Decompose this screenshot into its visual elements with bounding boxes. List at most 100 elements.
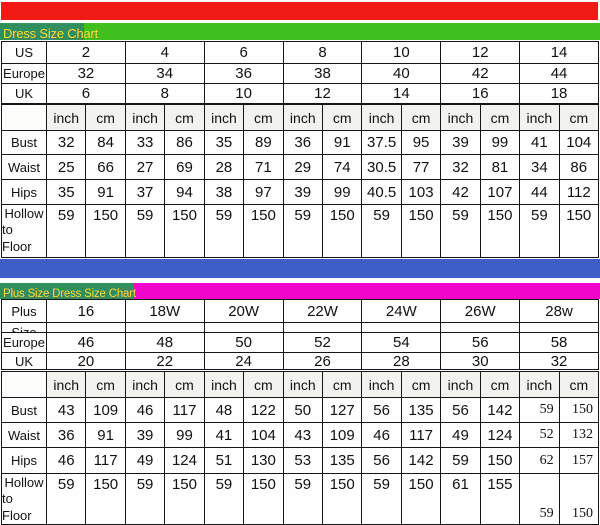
unit-header-inch: inch <box>204 372 245 398</box>
size-value-cell: 30 <box>441 353 521 370</box>
size-value-cell: 46 <box>47 333 126 353</box>
measure-value-cell: 150 <box>559 205 599 258</box>
measure-value-cell: 117 <box>165 398 205 423</box>
measure-value-cell: 59 <box>47 205 87 258</box>
measure-value-cell: 59 <box>204 205 245 258</box>
measure-value-cell: 62 <box>520 448 560 474</box>
measure-value-cell: 103 <box>401 180 442 205</box>
unit-header-cm: cm <box>165 105 205 131</box>
plus-chart-title: Plus Size Dress Size Chart <box>3 288 136 300</box>
measure-value-cell: 53 <box>283 448 323 474</box>
measure-value-cell: 32 <box>47 131 87 155</box>
empty-cell <box>362 323 442 333</box>
unit-corner-cell <box>2 105 47 131</box>
size-row-label: UK <box>2 84 47 104</box>
measure-value-cell: 77 <box>401 155 442 180</box>
unit-header-cm: cm <box>165 372 205 398</box>
measure-value-cell: 150 <box>244 474 284 525</box>
measure-value-cell: 81 <box>480 155 521 180</box>
unit-header-cm: cm <box>86 105 126 131</box>
measure-value-cell: 33 <box>125 131 166 155</box>
unit-header-cm: cm <box>559 372 599 398</box>
measure-value-cell: 43 <box>283 423 323 448</box>
measure-value-cell: 61 <box>441 474 481 525</box>
measure-value-cell: 52 <box>520 423 560 448</box>
unit-header-cm: cm <box>480 105 521 131</box>
measure-value-cell: 142 <box>401 448 442 474</box>
dress-chart-title: Dress Size Chart <box>3 26 99 41</box>
plus-chart-sizes-table: Plus 16 18W 20W 22W 24W 26W 28w Size Europe 46 48 50… <box>1 299 599 370</box>
measure-value-cell: 122 <box>244 398 284 423</box>
measure-value-cell: 109 <box>86 398 126 423</box>
size-value-cell: 44 <box>520 64 599 84</box>
measure-value-cell: 38 <box>204 180 245 205</box>
measure-value-cell: 117 <box>401 423 442 448</box>
measure-value-cell: 39 <box>125 423 166 448</box>
dress-chart-title-bar: Dress Size Chart <box>0 23 600 41</box>
measure-value-cell: 59 <box>125 205 166 258</box>
measure-row-label: Waist <box>2 423 47 448</box>
measure-value-cell: 150 <box>559 398 599 423</box>
measure-value-cell: 150 <box>86 205 126 258</box>
size-value-cell: 16 <box>47 300 126 323</box>
size-value-cell: 42 <box>441 64 521 84</box>
size-value-cell: 18 <box>520 84 599 104</box>
red-divider-bar <box>1 2 598 20</box>
size-row-label: Plus <box>2 300 47 323</box>
measure-value-cell: 66 <box>86 155 126 180</box>
unit-header-inch: inch <box>47 372 87 398</box>
size-value-cell: 32 <box>520 353 599 370</box>
measure-row-label-line: Hollow <box>4 206 44 221</box>
measure-value-cell: 59 <box>520 474 560 525</box>
size-value-cell: 54 <box>362 333 442 353</box>
plus-chart-title-bar: Plus Size Dress Size Chart <box>0 283 600 300</box>
measure-value-cell: 59 <box>441 448 481 474</box>
size-value-cell: 10 <box>204 84 284 104</box>
measure-value-cell: 117 <box>86 448 126 474</box>
measure-value-cell: 99 <box>480 131 521 155</box>
size-value-cell: 48 <box>125 333 205 353</box>
measure-value-cell: 150 <box>165 205 205 258</box>
measure-value-cell: 91 <box>322 131 363 155</box>
measure-row-label: Hips <box>2 448 47 474</box>
size-row-label: Europe <box>2 333 47 353</box>
size-value-cell: 36 <box>204 64 284 84</box>
measure-value-cell: 49 <box>125 448 166 474</box>
dress-chart-sizes-table: US 2 4 6 8 10 12 14 Europe 32 34 36 38 40 42 44 UK 6 8 10 12… <box>1 41 599 104</box>
empty-cell <box>283 323 363 333</box>
size-value-cell: 34 <box>125 64 205 84</box>
plus-chart-measures-table: inch cm inch cm inch cm inch cm inch cm inch cm inch… <box>1 371 599 525</box>
measure-value-cell: 71 <box>244 155 284 180</box>
size-value-cell: 56 <box>441 333 521 353</box>
measure-value-cell: 36 <box>283 131 323 155</box>
measure-value-cell: 40.5 <box>362 180 402 205</box>
measure-value-cell: 56 <box>362 398 402 423</box>
unit-header-cm: cm <box>244 372 284 398</box>
size-value-cell: 10 <box>362 42 442 64</box>
empty-cell <box>441 323 521 333</box>
size-value-cell: 6 <box>47 84 126 104</box>
dress-chart-measures-table: inch cm inch cm inch cm inch cm inch cm inch cm inch… <box>1 104 599 258</box>
measure-value-cell: 74 <box>322 155 363 180</box>
measure-value-cell: 94 <box>165 180 205 205</box>
unit-header-inch: inch <box>362 105 402 131</box>
unit-header-inch: inch <box>125 105 166 131</box>
size-value-cell: 6 <box>204 42 284 64</box>
size-value-cell: 14 <box>362 84 442 104</box>
measure-value-cell: 99 <box>322 180 363 205</box>
measure-value-cell: 56 <box>362 448 402 474</box>
measure-value-cell: 59 <box>283 474 323 525</box>
unit-header-cm: cm <box>401 105 442 131</box>
empty-cell <box>204 323 284 333</box>
measure-value-cell: 150 <box>480 205 521 258</box>
measure-value-cell: 155 <box>480 474 521 525</box>
measure-row-label-line: to Floor <box>2 491 32 523</box>
measure-value-cell: 37.5 <box>362 131 402 155</box>
unit-header-inch: inch <box>520 105 560 131</box>
size-value-cell: 20 <box>47 353 126 370</box>
measure-row-label-line: Hollow <box>4 475 44 490</box>
size-value-cell: 20W <box>204 300 284 323</box>
unit-header-inch: inch <box>441 372 481 398</box>
unit-header-cm: cm <box>559 105 599 131</box>
measure-value-cell: 150 <box>322 474 363 525</box>
